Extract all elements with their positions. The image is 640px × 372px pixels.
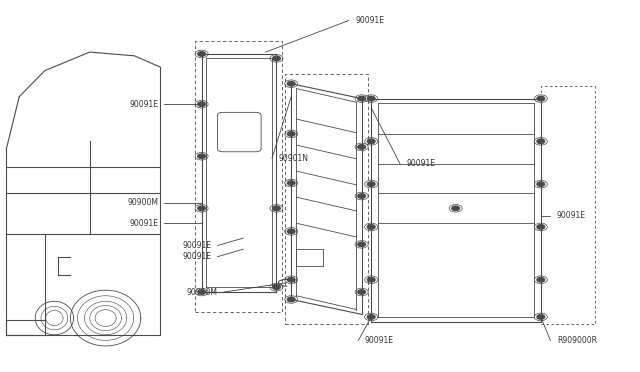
Text: 90091E: 90091E	[557, 211, 586, 220]
Circle shape	[198, 290, 205, 294]
Circle shape	[287, 297, 295, 302]
Text: 90940M: 90940M	[187, 288, 218, 296]
Circle shape	[358, 242, 365, 247]
Bar	[195, 41, 282, 312]
Text: 90901N: 90901N	[278, 154, 308, 163]
Circle shape	[358, 290, 365, 294]
Circle shape	[287, 181, 295, 185]
Circle shape	[358, 145, 365, 149]
Circle shape	[273, 285, 280, 289]
Circle shape	[537, 225, 545, 229]
Circle shape	[198, 154, 205, 158]
Circle shape	[367, 139, 375, 144]
Circle shape	[273, 56, 280, 61]
Circle shape	[287, 81, 295, 86]
Text: 90091E: 90091E	[129, 219, 158, 228]
Circle shape	[537, 182, 545, 186]
Circle shape	[367, 96, 375, 101]
Circle shape	[273, 206, 280, 211]
Text: 90091E: 90091E	[355, 16, 384, 25]
Bar	[541, 86, 595, 324]
Circle shape	[537, 96, 545, 101]
Circle shape	[537, 139, 545, 144]
Text: 90091E: 90091E	[129, 100, 158, 109]
Circle shape	[367, 182, 375, 186]
Text: 90091E: 90091E	[182, 252, 211, 261]
Circle shape	[198, 206, 205, 211]
Circle shape	[537, 315, 545, 319]
Circle shape	[537, 278, 545, 282]
Circle shape	[198, 52, 205, 56]
Circle shape	[452, 206, 460, 211]
Text: 90091E: 90091E	[182, 241, 211, 250]
Text: 90900M: 90900M	[127, 198, 158, 207]
Circle shape	[287, 132, 295, 136]
Circle shape	[367, 315, 375, 319]
Bar	[285, 74, 368, 324]
Text: 90091E: 90091E	[365, 336, 394, 345]
Circle shape	[358, 96, 365, 101]
Text: 90091E: 90091E	[406, 159, 435, 168]
Circle shape	[358, 194, 365, 198]
Circle shape	[367, 225, 375, 229]
Text: R909000R: R909000R	[557, 336, 596, 345]
Circle shape	[367, 278, 375, 282]
Circle shape	[287, 278, 295, 282]
Circle shape	[287, 229, 295, 234]
Circle shape	[198, 102, 205, 106]
